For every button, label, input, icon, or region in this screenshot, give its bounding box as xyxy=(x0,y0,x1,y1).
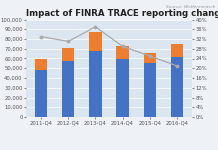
Bar xyxy=(35,58,47,70)
Bar xyxy=(116,46,129,58)
Bar xyxy=(89,32,102,51)
% of ATS Volume Change xyxy=(148,55,151,57)
Bar xyxy=(89,51,102,117)
Bar xyxy=(35,70,47,117)
Bar xyxy=(171,44,183,57)
% of ATS Volume Change xyxy=(175,65,178,67)
Bar xyxy=(171,57,183,117)
% of ATS Volume Change xyxy=(121,45,124,47)
Bar xyxy=(144,53,156,63)
Bar xyxy=(62,48,74,62)
Legend: FINRA TRACE Volume Reported ($/$Bn), % of ATS Volume Change, FINRA Volume Reduct: FINRA TRACE Volume Reported ($/$Bn), % o… xyxy=(2,149,189,150)
Line: % of ATS Volume Change: % of ATS Volume Change xyxy=(40,26,178,67)
Bar xyxy=(62,61,74,117)
Text: Impact of FINRA TRACE reporting changes: Impact of FINRA TRACE reporting changes xyxy=(26,9,218,18)
Bar xyxy=(116,58,129,117)
% of ATS Volume Change xyxy=(94,26,97,28)
Bar xyxy=(144,63,156,117)
Text: Source: Wolferesearch: Source: Wolferesearch xyxy=(167,4,216,9)
% of ATS Volume Change xyxy=(40,36,43,38)
% of ATS Volume Change xyxy=(67,40,70,42)
